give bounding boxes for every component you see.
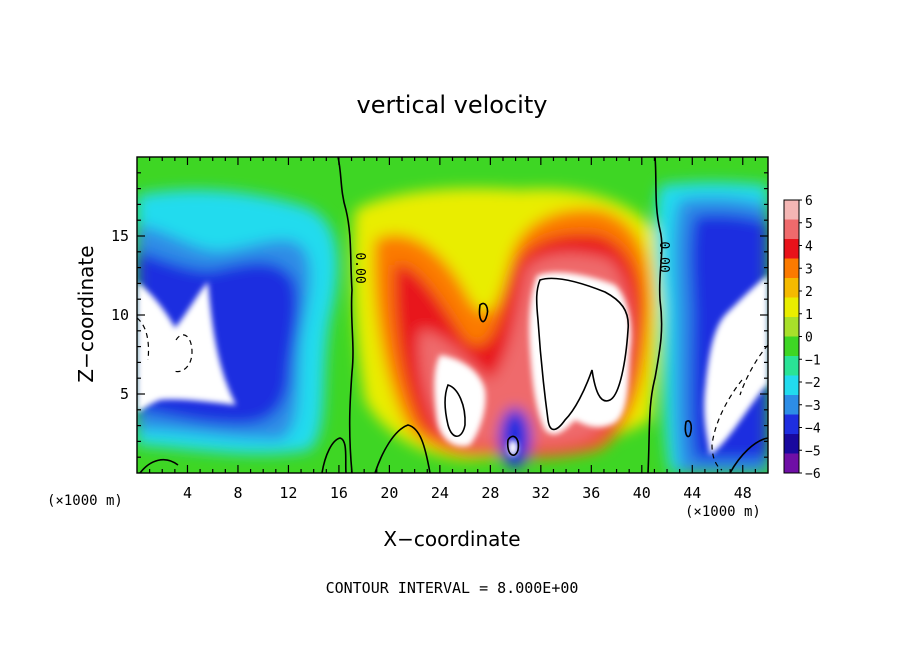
negative-contours: [137, 317, 768, 471]
colorbar-swatch: [784, 414, 799, 435]
colorbar-swatch: [784, 200, 799, 220]
contour-inner-right: [535, 277, 630, 431]
colorbar-swatch: [784, 453, 799, 474]
zero-contour-bottom-mid: [321, 437, 347, 473]
colorbar-label: −2: [805, 376, 821, 391]
colorbar-label: 1: [805, 308, 813, 323]
zero-contour-left: [337, 157, 354, 473]
colorbar-swatch: [784, 375, 799, 396]
zero-contour-bottom-mid2: [374, 424, 431, 473]
colorbar-swatch: [784, 239, 799, 259]
negative-contour-right: [711, 379, 743, 471]
white-region-left: [137, 282, 236, 412]
colorbar-swatch: [784, 278, 799, 298]
x-tick-label: 4: [183, 484, 192, 502]
white-region-right: [704, 275, 768, 455]
chart-title: vertical velocity: [357, 91, 548, 119]
zero-contour-bottom-right: [729, 437, 768, 473]
y-axis-ticks: 5 10 15: [111, 172, 768, 458]
y-tick-label: 10: [111, 306, 129, 324]
colorbar-swatch: [784, 219, 799, 240]
colorbar-label: 6: [805, 194, 813, 209]
colorbar-label: 3: [805, 262, 813, 277]
x-tick-label: 8: [233, 484, 242, 502]
x-axis-ticks: 4 8 12 16 20 24 28 32 36 40 44 48: [149, 157, 756, 502]
contour-lines: [139, 157, 768, 473]
x-axis-label: X−coordinate: [383, 527, 520, 551]
colorbar-label: 5: [805, 217, 813, 232]
colorbar-swatch: [784, 395, 799, 415]
x-tick-label: 36: [582, 484, 600, 502]
colorbar-label: 0: [805, 331, 813, 346]
x-tick-label: 16: [330, 484, 348, 502]
colorbar-label: −1: [805, 353, 821, 368]
colorbar-swatch: [784, 258, 799, 279]
y-axis-label: Z−coordinate: [74, 245, 98, 382]
zero-contour-right: [647, 157, 663, 473]
x-unit-right: (×1000 m): [685, 504, 761, 520]
colorbar-label: −6: [805, 467, 821, 482]
contour-cell-30km: [506, 435, 520, 456]
x-tick-label: 20: [380, 484, 398, 502]
colorbar-label: −5: [805, 444, 821, 459]
x-tick-label: 24: [431, 484, 449, 502]
y-tick-label: 15: [111, 227, 129, 245]
white-cell-30km: [508, 440, 518, 456]
contour-inner-left: [444, 384, 466, 438]
x-tick-label: 44: [683, 484, 701, 502]
colorbar-swatch: [784, 317, 799, 337]
x-tick-label: 32: [532, 484, 550, 502]
contour-cell-44km: [684, 420, 693, 438]
contour-small-loop: [478, 302, 489, 323]
colorbar-swatch: [784, 297, 799, 318]
x-tick-label: 40: [633, 484, 651, 502]
x-tick-label: 28: [481, 484, 499, 502]
plot-area: [137, 157, 768, 473]
colorbar-swatch: [784, 336, 799, 357]
x-tick-label: 48: [734, 484, 752, 502]
colorbar-label: 4: [805, 240, 813, 255]
x-unit-left: (×1000 m): [47, 493, 123, 509]
colorbar-label: 2: [805, 285, 813, 300]
negative-contour-left: [171, 334, 193, 373]
zero-contour-bottom-left: [139, 458, 179, 473]
x-tick-label: 12: [279, 484, 297, 502]
white-region-center-right: [529, 272, 632, 435]
colorbar-label: −4: [805, 422, 821, 437]
negative-contour-left2: [137, 317, 150, 361]
y-tick-label: 5: [120, 385, 129, 403]
negative-contour-right2: [739, 344, 768, 396]
colorbar-label: −3: [805, 399, 821, 414]
colorbar-swatch: [784, 356, 799, 376]
colorbar: 6 5 4 3 2 1 0 −1 −2 −3 −4 −5 −6: [783, 194, 821, 482]
contour-label-left: 0.00: [352, 252, 367, 283]
contour-label-right: 0.00: [656, 241, 671, 272]
contour-interval-note: CONTOUR INTERVAL = 8.000E+00: [326, 579, 579, 597]
colorbar-swatch: [784, 434, 799, 454]
